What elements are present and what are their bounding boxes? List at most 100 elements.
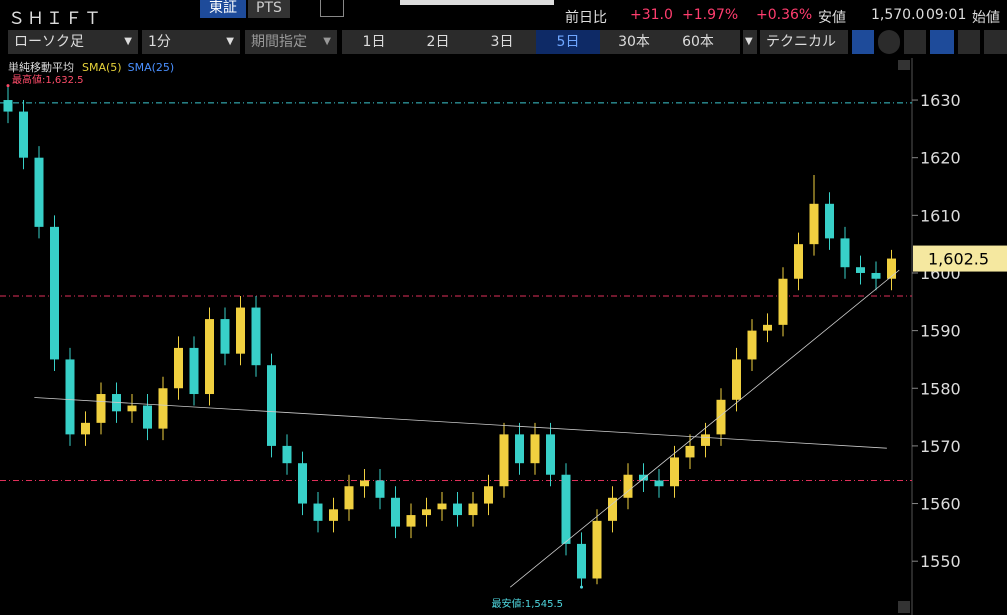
candle-body — [701, 434, 710, 446]
candle-body — [329, 509, 338, 521]
period-button[interactable]: 60本 — [682, 34, 714, 50]
dropdown-arrow: ▼ — [124, 36, 132, 47]
last-price-box — [913, 245, 1007, 272]
candle-body — [344, 486, 354, 510]
candle-body — [267, 365, 276, 446]
candle-body — [608, 497, 617, 521]
candle-body — [19, 111, 28, 158]
annotation-point — [580, 585, 583, 589]
candle-body — [437, 503, 447, 510]
period-button[interactable]: 2日 — [426, 34, 450, 50]
candle-body — [561, 474, 571, 544]
technical-button[interactable]: テクニカル — [760, 30, 848, 54]
legend-entry: SMA(5) — [82, 61, 122, 74]
y-tick-label: 1630 — [920, 91, 961, 110]
y-tick-label: 1590 — [920, 322, 961, 341]
period-button[interactable]: 3日 — [490, 34, 514, 50]
trend-line — [34, 397, 887, 449]
candle-body — [639, 474, 648, 481]
candle-body — [391, 497, 400, 527]
zoom-icon[interactable] — [878, 30, 900, 54]
change-pct2: +0.36% — [756, 7, 813, 23]
period-button[interactable]: 5日 — [536, 30, 600, 54]
candle-body — [484, 486, 493, 504]
tab[interactable]: 東証 — [200, 0, 246, 18]
candle-body — [220, 319, 230, 354]
candle-body — [158, 388, 168, 429]
candle-body — [313, 503, 323, 521]
trend-line — [509, 269, 900, 588]
chart-icon[interactable] — [930, 30, 954, 54]
candle-body — [96, 394, 106, 423]
candle-body — [794, 244, 803, 279]
candle-body — [856, 267, 865, 273]
candle-body — [205, 319, 214, 395]
y-tick-label: 1550 — [920, 552, 961, 571]
candle-body — [623, 474, 633, 498]
candle-body — [81, 422, 90, 435]
output-icon[interactable] — [904, 30, 926, 54]
y-tick-label: 1570 — [920, 437, 961, 456]
candle-body — [298, 463, 307, 504]
symbol: ＳＨＩＦＴ — [8, 9, 103, 29]
save-icon[interactable] — [958, 30, 980, 54]
candle-body — [670, 457, 679, 487]
candle-body — [778, 278, 788, 325]
candle-body — [34, 157, 44, 227]
candle-body — [422, 509, 431, 516]
candle-body — [453, 503, 462, 516]
candle-body — [236, 307, 245, 354]
candle-body — [65, 359, 75, 435]
select-text: 1分 — [148, 34, 171, 50]
scroll-up — [898, 60, 910, 70]
candle-body — [530, 434, 540, 464]
folder-icon[interactable] — [984, 30, 1007, 54]
chart: 単純移動平均 155015601570158015901600161016201… — [0, 58, 1007, 615]
candle-body — [251, 307, 261, 366]
candle-body — [468, 503, 478, 516]
candle-body — [732, 359, 741, 400]
candle-body — [747, 330, 757, 360]
change-pct: +1.97% — [682, 7, 739, 23]
last-price-label: 1,602.5 — [928, 250, 989, 269]
range-select[interactable]: 期間指定 ▼ — [245, 30, 337, 54]
candle-body — [3, 100, 13, 112]
candle-body — [592, 520, 602, 579]
candle-body — [546, 434, 555, 475]
candle-body — [143, 405, 152, 429]
period-button[interactable]: 30本 — [618, 34, 650, 50]
interval-select[interactable]: 1分 ▼ — [142, 30, 240, 54]
legend-entry: SMA(25) — [128, 61, 175, 74]
candle-body — [763, 324, 772, 331]
candle-body — [499, 434, 509, 487]
select-text: 期間指定 — [251, 34, 307, 50]
candle-body — [871, 272, 881, 279]
candle-body — [282, 445, 292, 464]
candle-body — [840, 238, 850, 268]
chart-type-select[interactable]: ローソク足 ▼ — [8, 30, 138, 54]
tab[interactable]: PTS — [248, 0, 290, 18]
annotation-point — [6, 84, 10, 88]
more-button[interactable]: ▼ — [743, 30, 757, 54]
candle-body — [360, 480, 369, 487]
y-tick-label: 1560 — [920, 495, 961, 514]
change-label: 前日比 — [565, 10, 607, 26]
input-box[interactable] — [400, 0, 554, 5]
bell-icon[interactable] — [320, 0, 344, 17]
candle-body — [189, 347, 199, 395]
period-button[interactable]: 1日 — [362, 34, 386, 50]
candle-body — [577, 543, 586, 579]
candle-body — [375, 480, 385, 498]
candle-body — [887, 258, 896, 279]
candle-body — [127, 405, 137, 412]
candle-body — [654, 480, 664, 487]
y-tick-label: 1620 — [920, 149, 961, 168]
y-tick-label: 1580 — [920, 379, 961, 398]
open-label: 始値 — [972, 10, 1000, 26]
change: +31.0 — [630, 7, 673, 23]
scroll-down — [898, 601, 910, 613]
dropdown-arrow: ▼ — [323, 36, 331, 47]
draw-icon[interactable] — [852, 30, 874, 54]
candle-body — [716, 399, 726, 435]
